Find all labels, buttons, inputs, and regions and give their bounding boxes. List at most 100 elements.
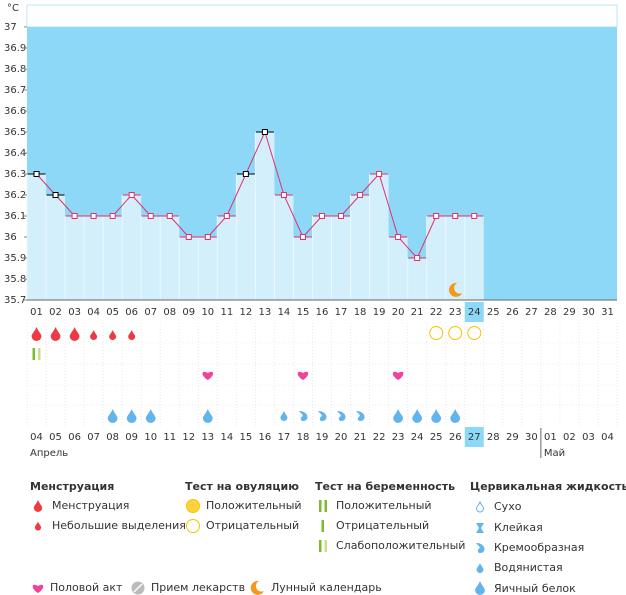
legend-icon xyxy=(319,540,322,552)
date-label: 14 xyxy=(220,432,233,443)
ovulation-negative-icon xyxy=(467,326,482,340)
temperature-marker xyxy=(357,192,364,198)
cervical-creamy-icon xyxy=(318,411,327,421)
date-label: 16 xyxy=(259,432,272,443)
legend-icon xyxy=(133,583,143,593)
y-tick-label: 37 xyxy=(4,22,17,33)
temperature-marker xyxy=(299,234,306,240)
x-tick-label: 02 xyxy=(49,307,62,318)
legend-item: Водянистая xyxy=(494,561,563,574)
legend-heading: Тест на овуляцию xyxy=(185,480,299,493)
pregnancy-weak-icon xyxy=(32,348,36,360)
legend-icon xyxy=(319,500,322,512)
plot-top xyxy=(26,4,618,28)
temperature-bar xyxy=(46,195,66,300)
temperature-bar xyxy=(312,216,332,300)
y-tick-label: 36.3 xyxy=(4,169,26,180)
temperature-bar xyxy=(198,237,218,300)
legend-icon xyxy=(324,500,327,512)
temperature-bar xyxy=(65,216,85,300)
intercourse-icon xyxy=(202,371,214,380)
y-tick-label: 36.4 xyxy=(4,148,26,159)
y-tick-label: 36.7 xyxy=(4,85,26,96)
temperature-marker xyxy=(90,213,97,219)
date-label: 03 xyxy=(582,432,595,443)
y-tick-label: 36.6 xyxy=(4,106,26,117)
temperature-marker xyxy=(280,192,287,198)
date-label: 01 xyxy=(544,432,557,443)
x-tick-label: 07 xyxy=(144,307,157,318)
legend-item: Менструация xyxy=(52,499,129,512)
temperature-bar xyxy=(369,174,389,300)
date-label: 22 xyxy=(373,432,386,443)
ovulation-negative-icon xyxy=(429,326,444,340)
temperature-marker xyxy=(128,192,135,198)
menstruation-icon xyxy=(50,327,61,341)
x-tick-label: 19 xyxy=(373,307,386,318)
spotting-icon xyxy=(90,330,98,340)
cervical-creamy-icon xyxy=(356,411,365,421)
legend-icon xyxy=(475,500,485,513)
temperature-marker xyxy=(433,213,440,219)
current-date xyxy=(464,427,484,447)
cervical-egg-white-icon xyxy=(412,409,423,423)
x-tick-label: 29 xyxy=(563,307,576,318)
temperature-marker xyxy=(242,171,249,177)
ovulation-negative-icon xyxy=(448,326,463,340)
date-label: 17 xyxy=(278,432,291,443)
temperature-bar xyxy=(331,216,351,300)
y-tick-label: 36.5 xyxy=(4,127,26,138)
x-tick-label: 25 xyxy=(487,307,500,318)
x-tick-label: 24 xyxy=(468,307,481,318)
legend-item: Отрицательный xyxy=(206,519,299,532)
date-label: 18 xyxy=(297,432,310,443)
x-tick-label: 23 xyxy=(449,307,462,318)
legend-item: Лунный календарь xyxy=(271,581,382,594)
x-tick-label: 01 xyxy=(30,307,43,318)
legend-icon xyxy=(321,520,324,532)
x-tick-label: 11 xyxy=(220,307,233,318)
date-label: 27 xyxy=(468,432,481,443)
spotting-icon xyxy=(128,330,136,340)
date-label: 13 xyxy=(201,432,214,443)
date-label: 12 xyxy=(182,432,195,443)
legend-item: Положительный xyxy=(336,499,432,512)
cervical-egg-white-icon xyxy=(126,409,137,423)
date-label: 24 xyxy=(411,432,424,443)
temperature-marker xyxy=(261,129,268,135)
date-label: 02 xyxy=(563,432,576,443)
menstruation-icon xyxy=(31,327,42,341)
temperature-bar xyxy=(160,216,180,300)
date-label: 28 xyxy=(487,432,500,443)
date-label: 04 xyxy=(30,432,43,443)
legend-item: Половой акт xyxy=(50,581,123,594)
lunar-icon xyxy=(448,282,463,297)
legend-heading: Менструация xyxy=(30,480,114,493)
temperature-marker xyxy=(414,255,421,261)
date-label: 20 xyxy=(335,432,348,443)
cervical-creamy-icon xyxy=(337,411,346,421)
date-label: 09 xyxy=(125,432,138,443)
temperature-bar xyxy=(179,237,199,300)
x-tick-label: 20 xyxy=(392,307,405,318)
temperature-marker xyxy=(338,213,345,219)
legend-icon xyxy=(476,543,485,553)
temperature-bar xyxy=(350,195,370,300)
x-tick-label: 14 xyxy=(278,307,291,318)
y-tick-label: 36.1 xyxy=(4,211,26,222)
cervical-egg-white-icon xyxy=(107,409,118,423)
legend-item: Клейкая xyxy=(494,521,543,534)
legend-item: Яичный белок xyxy=(494,582,576,595)
cervical-egg-white-icon xyxy=(431,409,442,423)
x-tick-label: 05 xyxy=(106,307,119,318)
temperature-bar xyxy=(84,216,104,300)
temperature-marker xyxy=(223,213,230,219)
date-label: 25 xyxy=(430,432,443,443)
temperature-marker xyxy=(376,171,383,177)
legend-item: Положительный xyxy=(206,499,302,512)
legend-heading: Тест на беременность xyxy=(315,480,455,493)
date-label: 07 xyxy=(87,432,100,443)
temperature-marker xyxy=(166,213,173,219)
temperature-marker xyxy=(452,213,459,219)
temperature-bar xyxy=(388,237,408,300)
